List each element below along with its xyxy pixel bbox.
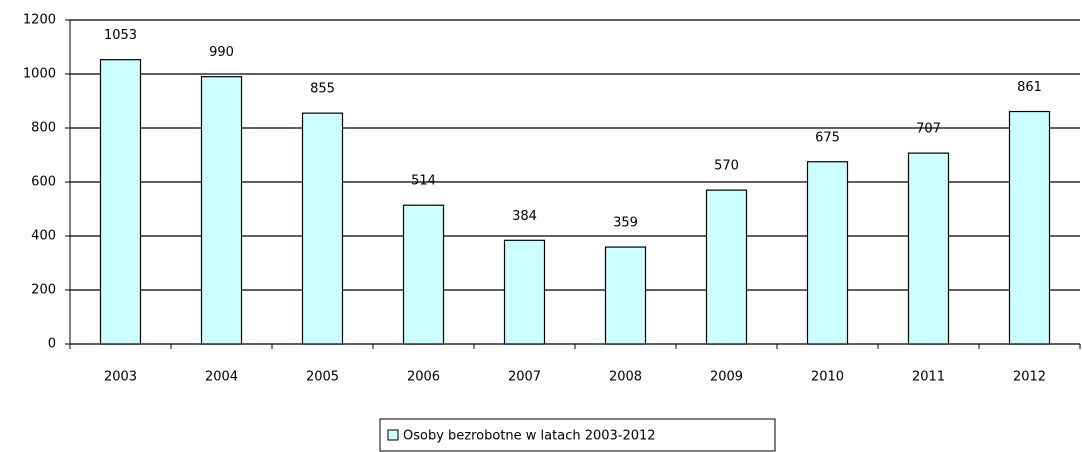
data-label: 1053 <box>104 28 137 43</box>
x-tick-label: 2008 <box>609 370 642 385</box>
bar <box>402 204 445 345</box>
data-label: 514 <box>411 174 436 189</box>
data-label: 675 <box>815 130 840 145</box>
y-tick-label: 1200 <box>23 13 56 28</box>
bar <box>301 112 344 345</box>
x-tick-label: 2005 <box>306 370 339 385</box>
legend-box <box>379 418 776 452</box>
data-label: 570 <box>714 159 739 174</box>
x-tick-label: 2007 <box>508 370 541 385</box>
data-label: 359 <box>613 216 638 231</box>
data-label: 707 <box>916 122 941 137</box>
x-tick-label: 2004 <box>205 370 238 385</box>
x-tick-label: 2010 <box>811 370 844 385</box>
x-tick-label: 2009 <box>710 370 743 385</box>
y-tick-label: 600 <box>31 175 56 190</box>
bar <box>99 59 142 345</box>
y-tick-label: 0 <box>48 337 56 352</box>
data-label: 861 <box>1017 80 1042 95</box>
x-tick-label: 2012 <box>1013 370 1046 385</box>
legend-swatch <box>387 429 399 441</box>
bar <box>503 239 546 345</box>
x-tick-label: 2006 <box>407 370 440 385</box>
y-tick-label: 800 <box>31 121 56 136</box>
y-tick-label: 1000 <box>23 67 56 82</box>
bar <box>1008 110 1051 345</box>
x-tick-label: 2003 <box>104 370 137 385</box>
x-tick-label: 2011 <box>912 370 945 385</box>
legend-label: Osoby bezrobotne w latach 2003-2012 <box>403 429 656 444</box>
bar <box>806 161 849 345</box>
y-tick-label: 200 <box>31 283 56 298</box>
y-tick-label: 400 <box>31 229 56 244</box>
data-label: 990 <box>209 45 234 60</box>
bar <box>705 189 748 345</box>
bar <box>907 152 950 345</box>
bar <box>604 246 647 345</box>
data-label: 384 <box>512 209 537 224</box>
data-label: 855 <box>310 82 335 97</box>
bar <box>200 76 243 345</box>
